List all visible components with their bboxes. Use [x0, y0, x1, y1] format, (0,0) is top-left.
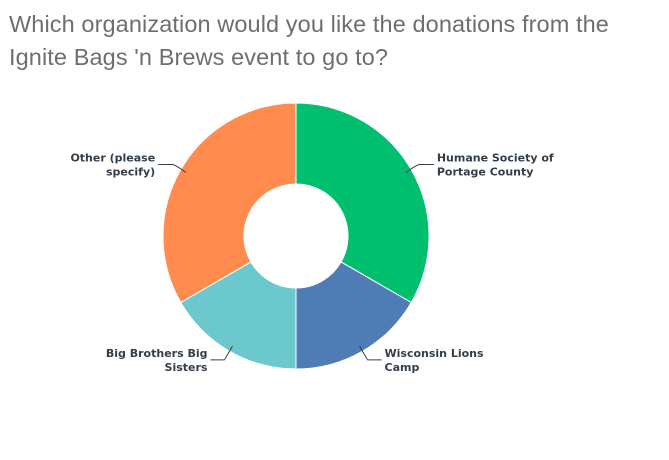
slice-label-humane-society-of-portage-county: Humane Society of Portage County: [437, 151, 554, 178]
slice-humane-society-of-portage-county: [295, 102, 430, 304]
donut-slices: [162, 102, 430, 370]
chart-title: Which organization would you like the do…: [9, 11, 609, 70]
slice-label-other-please-specify: Other (please specify): [70, 151, 155, 178]
leader-line-big-brothers-big-sisters: [210, 345, 233, 361]
slice-label-big-brothers-big-sisters: Big Brothers Big Sisters: [106, 347, 208, 374]
leader-lines: [158, 163, 434, 361]
slice-label-wisconsin-lions-camp: Wisconsin Lions Camp: [385, 347, 485, 374]
slice-big-brothers-big-sisters: [180, 261, 297, 370]
slice-labels: Humane Society of Portage County Wisconsin…: [70, 151, 553, 373]
slice-other-please-specify: [162, 102, 297, 304]
leader-line-wisconsin-lions-camp: [359, 345, 382, 361]
leader-line-other-please-specify: [158, 163, 187, 173]
slice-wisconsin-lions-camp: [295, 261, 412, 370]
leader-line-humane-society-of-portage-county: [405, 163, 434, 173]
